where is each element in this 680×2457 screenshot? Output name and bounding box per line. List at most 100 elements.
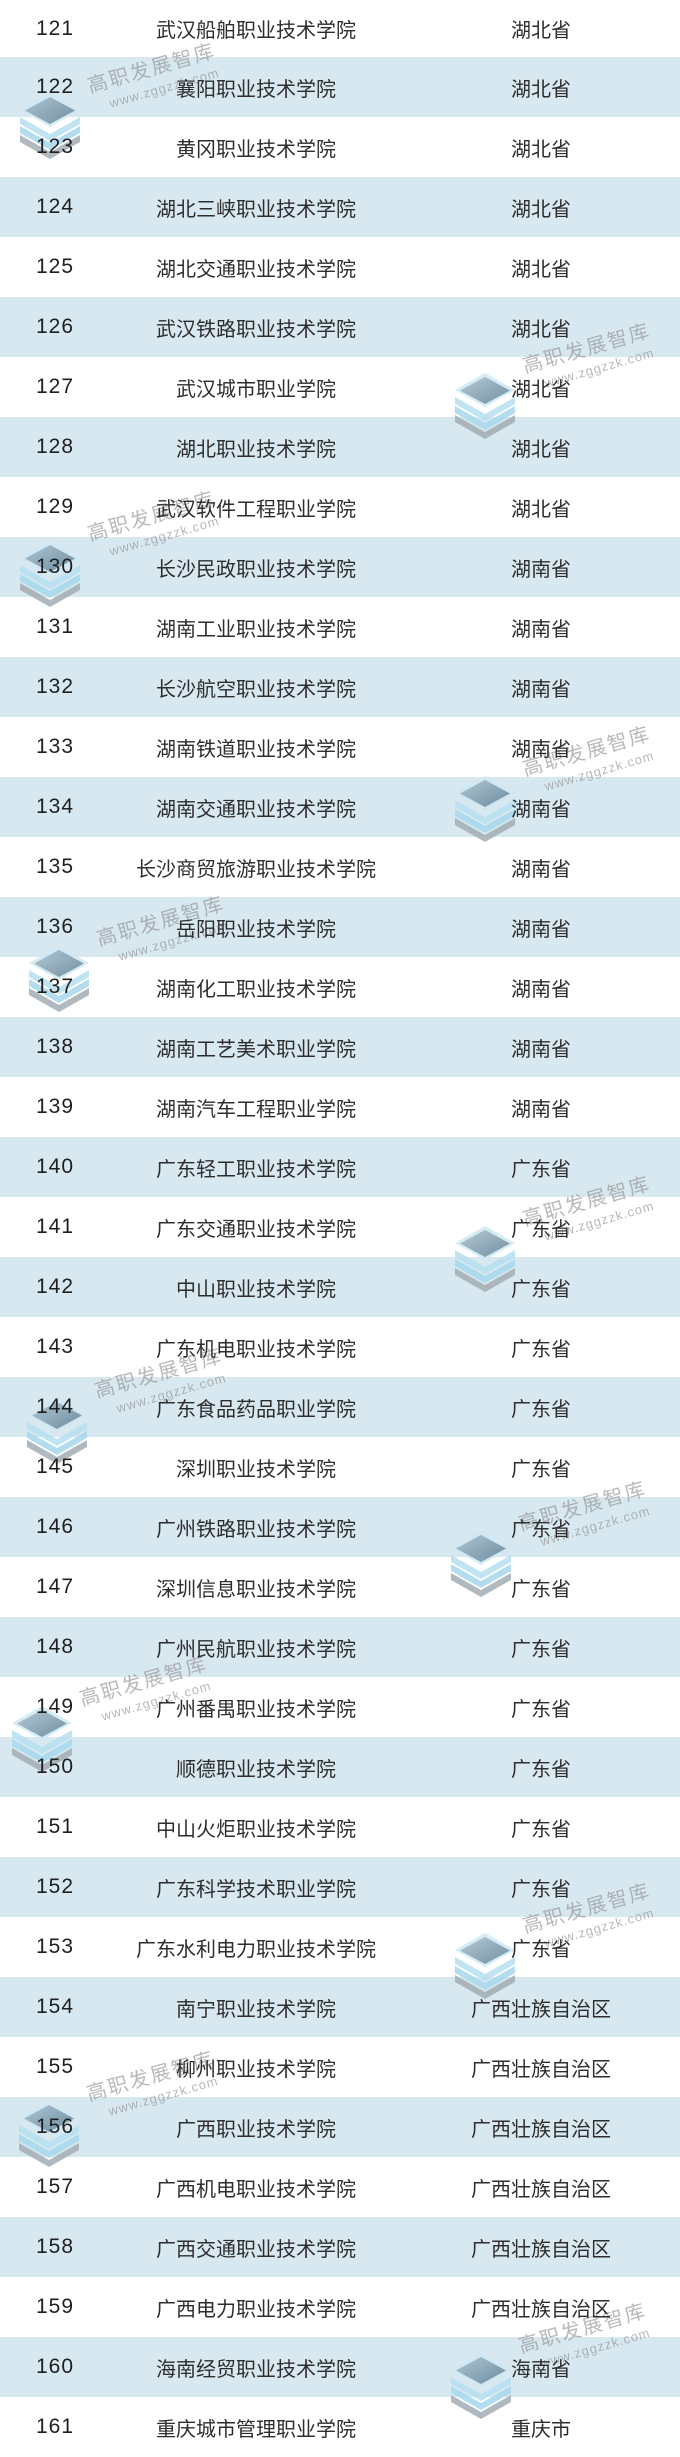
college-name-cell: 武汉船舶职业技术学院 [156, 20, 356, 42]
province-cell: 湖南省 [511, 1038, 571, 1061]
table-row: 123 黄冈职业技术学院 湖北省 [0, 117, 680, 177]
college-name-cell: 重庆城市管理职业学院 [156, 2418, 356, 2441]
college-name-cell: 长沙航空职业技术学院 [156, 678, 356, 701]
table-row: 129 武汉软件工程职业学院 湖北省 [0, 477, 680, 537]
rank-cell: 127 [35, 375, 75, 398]
province-cell: 湖北省 [511, 138, 571, 161]
province-cell: 重庆市 [511, 2418, 571, 2441]
province-cell: 广东省 [511, 1398, 571, 1421]
rank-cell: 135 [35, 855, 75, 878]
table-row: 139 湖南汽车工程职业学院 湖南省 [0, 1077, 680, 1137]
college-name-cell: 广州铁路职业技术学院 [156, 1518, 356, 1541]
province-cell: 广东省 [511, 1458, 571, 1481]
college-name-cell: 广东水利电力职业技术学院 [136, 1938, 376, 1961]
table-row: 152 广东科学技术职业学院 广东省 [0, 1857, 680, 1917]
rank-cell: 156 [35, 2115, 75, 2138]
rank-cell: 143 [35, 1335, 75, 1358]
table-row: 121 武汉船舶职业技术学院 湖北省 [0, 0, 680, 57]
rank-cell: 150 [35, 1755, 75, 1778]
rank-cell: 157 [35, 2175, 75, 2198]
table-row: 143 广东机电职业技术学院 广东省 [0, 1317, 680, 1377]
province-cell: 广西壮族自治区 [471, 2058, 611, 2081]
table-row: 128 湖北职业技术学院 湖北省 [0, 417, 680, 477]
college-name-cell: 湖南工艺美术职业学院 [156, 1038, 356, 1061]
table-row: 141 广东交通职业技术学院 广东省 [0, 1197, 680, 1257]
province-cell: 广西壮族自治区 [471, 2298, 611, 2321]
table-row: 158 广西交通职业技术学院 广西壮族自治区 [0, 2217, 680, 2277]
rank-cell: 161 [35, 2415, 75, 2438]
rank-cell: 160 [35, 2355, 75, 2378]
rank-cell: 134 [35, 795, 75, 818]
college-name-cell: 长沙商贸旅游职业技术学院 [136, 858, 376, 881]
rank-cell: 129 [35, 495, 75, 518]
province-cell: 广西壮族自治区 [471, 2178, 611, 2201]
table-row: 144 广东食品药品职业学院 广东省 [0, 1377, 680, 1437]
college-name-cell: 广西职业技术学院 [176, 2118, 336, 2141]
college-name-cell: 柳州职业技术学院 [176, 2058, 336, 2081]
province-cell: 广东省 [511, 1818, 571, 1841]
rank-cell: 154 [35, 1995, 75, 2018]
college-name-cell: 广西机电职业技术学院 [156, 2178, 356, 2201]
rank-cell: 133 [35, 735, 75, 758]
college-name-cell: 湖南交通职业技术学院 [156, 798, 356, 821]
college-name-cell: 湖南汽车工程职业学院 [156, 1098, 356, 1121]
table-row: 150 顺德职业技术学院 广东省 [0, 1737, 680, 1797]
college-name-cell: 顺德职业技术学院 [176, 1758, 336, 1781]
province-cell: 湖北省 [511, 78, 571, 101]
province-cell: 湖南省 [511, 798, 571, 821]
table-row: 132 长沙航空职业技术学院 湖南省 [0, 657, 680, 717]
rank-cell: 141 [35, 1215, 75, 1238]
college-name-cell: 岳阳职业技术学院 [176, 918, 336, 941]
rank-cell: 147 [35, 1575, 75, 1598]
rank-cell: 140 [35, 1155, 75, 1178]
rank-cell: 125 [35, 255, 75, 278]
rank-cell: 124 [35, 195, 75, 218]
college-name-cell: 广西交通职业技术学院 [156, 2238, 356, 2261]
college-name-cell: 武汉城市职业学院 [176, 378, 336, 401]
table-row: 149 广州番禺职业技术学院 广东省 [0, 1677, 680, 1737]
province-cell: 广东省 [511, 1218, 571, 1241]
college-name-cell: 广州番禺职业技术学院 [156, 1698, 356, 1721]
rank-cell: 151 [35, 1815, 75, 1838]
college-name-cell: 深圳信息职业技术学院 [156, 1578, 356, 1601]
table-row: 131 湖南工业职业技术学院 湖南省 [0, 597, 680, 657]
province-cell: 湖南省 [511, 978, 571, 1001]
college-name-cell: 广西电力职业技术学院 [156, 2298, 356, 2321]
rank-cell: 158 [35, 2235, 75, 2258]
province-cell: 广西壮族自治区 [471, 1998, 611, 2021]
rank-cell: 159 [35, 2295, 75, 2318]
province-cell: 广东省 [511, 1158, 571, 1181]
table-row: 127 武汉城市职业学院 湖北省 [0, 357, 680, 417]
table-row: 156 广西职业技术学院 广西壮族自治区 [0, 2097, 680, 2157]
province-cell: 湖北省 [511, 498, 571, 521]
college-name-cell: 广州民航职业技术学院 [156, 1638, 356, 1661]
table-row: 160 海南经贸职业技术学院 海南省 [0, 2337, 680, 2397]
rank-cell: 122 [35, 75, 75, 98]
table-row: 154 南宁职业技术学院 广西壮族自治区 [0, 1977, 680, 2037]
table-row: 126 武汉铁路职业技术学院 湖北省 [0, 297, 680, 357]
province-cell: 湖北省 [511, 318, 571, 341]
rank-cell: 137 [35, 975, 75, 998]
table-row: 161 重庆城市管理职业学院 重庆市 [0, 2397, 680, 2457]
rank-cell: 148 [35, 1635, 75, 1658]
table-row: 140 广东轻工职业技术学院 广东省 [0, 1137, 680, 1197]
rank-cell: 132 [35, 675, 75, 698]
college-name-cell: 湖南化工职业技术学院 [156, 978, 356, 1001]
province-cell: 湖北省 [511, 258, 571, 281]
college-name-cell: 广东食品药品职业学院 [156, 1398, 356, 1421]
province-cell: 湖南省 [511, 858, 571, 881]
rank-cell: 130 [35, 555, 75, 578]
rank-cell: 153 [35, 1935, 75, 1958]
rank-cell: 128 [35, 435, 75, 458]
table-row: 148 广州民航职业技术学院 广东省 [0, 1617, 680, 1677]
college-name-cell: 湖南铁道职业技术学院 [156, 738, 356, 761]
rank-cell: 138 [35, 1035, 75, 1058]
college-name-cell: 广东交通职业技术学院 [156, 1218, 356, 1241]
college-name-cell: 长沙民政职业技术学院 [156, 558, 356, 581]
rank-cell: 149 [35, 1695, 75, 1718]
province-cell: 湖北省 [511, 20, 571, 42]
table-row: 145 深圳职业技术学院 广东省 [0, 1437, 680, 1497]
province-cell: 湖北省 [511, 438, 571, 461]
